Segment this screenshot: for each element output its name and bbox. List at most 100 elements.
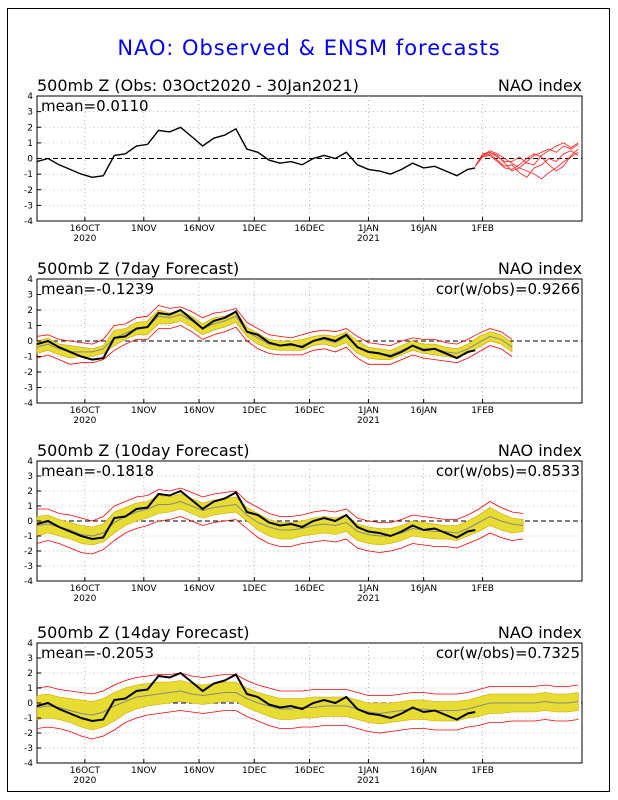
x-tick-label: 1JAN xyxy=(358,224,379,234)
y-tick-label: -4 xyxy=(24,759,33,769)
y-tick-label: -1 xyxy=(24,714,33,724)
panel-index-label: NAO index xyxy=(498,623,582,642)
x-tick-label: 16DEC xyxy=(294,584,324,594)
forecast-member-line xyxy=(474,150,579,180)
panel-index-label: NAO index xyxy=(498,441,582,460)
main-title: NAO: Observed & ENSM forecasts xyxy=(117,36,501,60)
x-tick-label: 16OCT xyxy=(70,406,101,416)
y-tick-label: -3 xyxy=(24,562,33,572)
y-tick-label: -2 xyxy=(24,368,33,378)
x-tick-label: 1NOV xyxy=(131,406,157,416)
y-tick-label: -4 xyxy=(24,399,33,409)
x-tick-label: 16NOV xyxy=(183,584,215,594)
y-tick-label: -2 xyxy=(24,547,33,557)
y-tick-label: -4 xyxy=(24,217,33,227)
correlation-label: cor(w/obs)=0.9266 xyxy=(436,280,580,298)
observed-line xyxy=(36,489,476,541)
x-tick-label: 1DEC xyxy=(242,406,267,416)
x-tick-year: 2020 xyxy=(73,594,96,604)
mean-label: mean=0.0110 xyxy=(41,97,149,115)
x-tick-year: 2020 xyxy=(73,416,96,426)
x-tick-label: 16OCT xyxy=(70,224,101,234)
y-tick-label: 1 xyxy=(27,322,33,332)
mean-label: mean=-0.2053 xyxy=(41,644,154,662)
y-tick-label: 3 xyxy=(27,108,33,118)
upper-bound-line xyxy=(36,304,513,347)
y-tick-label: 3 xyxy=(27,472,33,482)
y-tick-label: 4 xyxy=(27,92,33,102)
x-tick-label: 1FEB xyxy=(471,406,494,416)
x-tick-label: 16JAN xyxy=(410,584,437,594)
x-tick-label: 16NOV xyxy=(183,406,215,416)
y-tick-label: 0 xyxy=(27,517,33,527)
observed-line xyxy=(36,308,476,361)
x-tick-label: 1NOV xyxy=(131,224,157,234)
x-tick-label: 1JAN xyxy=(358,406,379,416)
y-tick-label: 2 xyxy=(27,123,33,133)
y-tick-label: 1 xyxy=(27,502,33,512)
y-tick-label: -2 xyxy=(24,186,33,196)
x-tick-year: 2021 xyxy=(357,594,380,604)
upper-bound-line xyxy=(36,672,579,696)
x-tick-label: 16NOV xyxy=(183,224,215,234)
panel-index-label: NAO index xyxy=(498,76,582,95)
forecast-member-line xyxy=(474,150,579,178)
correlation-label: cor(w/obs)=0.8533 xyxy=(436,462,580,480)
y-tick-label: -3 xyxy=(24,744,33,754)
y-tick-label: 4 xyxy=(27,639,33,649)
y-tick-label: 3 xyxy=(27,654,33,664)
x-tick-label: 1JAN xyxy=(358,766,379,776)
x-tick-year: 2021 xyxy=(357,416,380,426)
panel-title: 500mb Z (14day Forecast) xyxy=(37,623,249,642)
y-tick-label: -4 xyxy=(24,577,33,587)
y-tick-label: 0 xyxy=(27,155,33,165)
y-tick-label: 4 xyxy=(27,275,33,285)
x-tick-label: 16JAN xyxy=(410,766,437,776)
y-tick-label: -1 xyxy=(24,532,33,542)
y-tick-label: 2 xyxy=(27,669,33,679)
x-tick-label: 16NOV xyxy=(183,766,215,776)
x-tick-year: 2021 xyxy=(357,234,380,244)
x-tick-label: 16JAN xyxy=(410,406,437,416)
lower-bound-line xyxy=(36,710,579,740)
mean-label: mean=-0.1239 xyxy=(41,280,154,298)
y-tick-label: 0 xyxy=(27,699,33,709)
panel-title: 500mb Z (7day Forecast) xyxy=(37,259,239,278)
forecast-member-line xyxy=(474,142,579,167)
lower-bound-line xyxy=(36,325,513,365)
y-tick-label: 4 xyxy=(27,457,33,467)
x-tick-label: 16JAN xyxy=(410,224,437,234)
y-tick-label: -1 xyxy=(24,170,33,180)
panel-title: 500mb Z (Obs: 03Oct2020 - 30Jan2021) xyxy=(37,76,359,95)
y-tick-label: 2 xyxy=(27,306,33,316)
x-tick-label: 1DEC xyxy=(242,584,267,594)
x-tick-label: 1NOV xyxy=(131,584,157,594)
ens_mean-line xyxy=(36,690,579,716)
x-tick-label: 16DEC xyxy=(294,406,324,416)
y-tick-label: -2 xyxy=(24,729,33,739)
observed-line xyxy=(36,126,476,179)
y-tick-label: 0 xyxy=(27,337,33,347)
ensemble-spread-band xyxy=(36,309,513,360)
x-tick-label: 16DEC xyxy=(294,224,324,234)
x-tick-label: 1FEB xyxy=(471,224,494,234)
x-tick-label: 16DEC xyxy=(294,766,324,776)
x-tick-label: 16OCT xyxy=(70,584,101,594)
upper-bound-line xyxy=(37,487,524,523)
y-tick-label: 1 xyxy=(27,684,33,694)
x-tick-label: 16OCT xyxy=(70,766,101,776)
lower-bound-line xyxy=(36,516,524,555)
x-tick-label: 1FEB xyxy=(471,584,494,594)
observed-line xyxy=(36,671,476,723)
y-tick-label: 2 xyxy=(27,487,33,497)
y-tick-label: -3 xyxy=(24,201,33,211)
y-tick-label: -3 xyxy=(24,384,33,394)
correlation-label: cor(w/obs)=0.7325 xyxy=(436,644,580,662)
panel-index-label: NAO index xyxy=(498,259,582,278)
